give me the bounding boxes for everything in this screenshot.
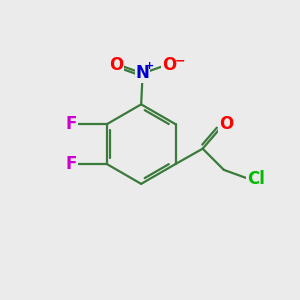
Text: O: O [109,56,123,74]
Text: O: O [219,115,233,133]
Text: −: − [175,54,185,67]
Text: +: + [146,61,154,71]
Text: O: O [162,56,176,74]
Text: F: F [66,115,77,133]
Text: F: F [66,155,77,173]
Text: Cl: Cl [247,170,265,188]
Text: N: N [136,64,150,82]
